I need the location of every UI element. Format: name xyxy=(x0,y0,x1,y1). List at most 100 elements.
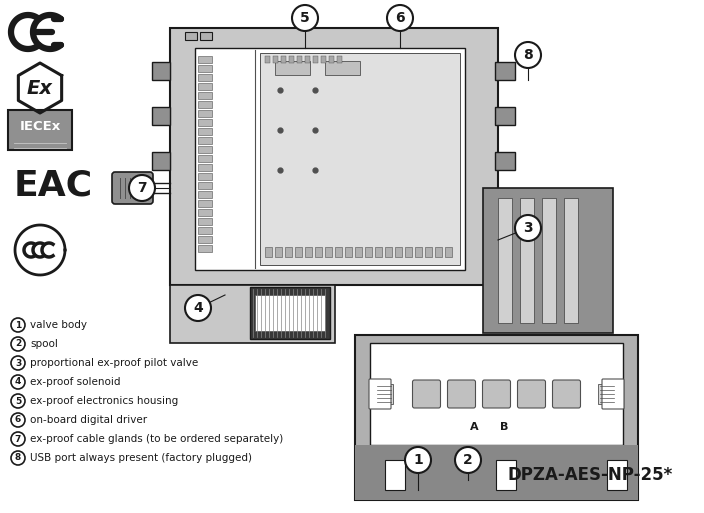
FancyBboxPatch shape xyxy=(345,247,352,257)
FancyBboxPatch shape xyxy=(255,295,325,331)
FancyBboxPatch shape xyxy=(325,61,360,75)
FancyBboxPatch shape xyxy=(152,107,170,125)
FancyBboxPatch shape xyxy=(185,32,197,40)
FancyBboxPatch shape xyxy=(198,128,212,135)
Circle shape xyxy=(11,413,25,427)
Circle shape xyxy=(11,394,25,408)
FancyBboxPatch shape xyxy=(598,384,616,404)
FancyBboxPatch shape xyxy=(435,247,442,257)
FancyBboxPatch shape xyxy=(200,32,212,40)
FancyBboxPatch shape xyxy=(198,245,212,252)
Circle shape xyxy=(185,295,211,321)
FancyBboxPatch shape xyxy=(198,56,212,63)
FancyBboxPatch shape xyxy=(425,247,432,257)
FancyBboxPatch shape xyxy=(198,182,212,189)
Text: 7: 7 xyxy=(15,435,21,444)
Text: 1: 1 xyxy=(15,321,21,329)
FancyBboxPatch shape xyxy=(313,56,318,63)
FancyBboxPatch shape xyxy=(265,56,270,63)
Circle shape xyxy=(129,175,155,201)
FancyBboxPatch shape xyxy=(198,236,212,243)
Circle shape xyxy=(405,447,431,473)
Circle shape xyxy=(387,5,413,31)
Text: 8: 8 xyxy=(15,453,21,463)
Circle shape xyxy=(11,375,25,389)
FancyBboxPatch shape xyxy=(355,335,638,500)
FancyBboxPatch shape xyxy=(496,460,516,490)
FancyBboxPatch shape xyxy=(260,53,460,265)
Text: Ex: Ex xyxy=(27,78,53,97)
Text: B: B xyxy=(501,422,509,432)
FancyBboxPatch shape xyxy=(385,460,405,490)
FancyBboxPatch shape xyxy=(483,188,613,333)
FancyBboxPatch shape xyxy=(250,287,330,339)
FancyBboxPatch shape xyxy=(198,191,212,198)
Text: ex-proof electronics housing: ex-proof electronics housing xyxy=(30,396,178,406)
FancyBboxPatch shape xyxy=(445,247,452,257)
FancyBboxPatch shape xyxy=(195,48,465,270)
Text: 7: 7 xyxy=(137,181,147,195)
FancyBboxPatch shape xyxy=(198,209,212,216)
FancyBboxPatch shape xyxy=(405,247,412,257)
FancyBboxPatch shape xyxy=(415,247,422,257)
Text: 4: 4 xyxy=(193,301,203,315)
FancyBboxPatch shape xyxy=(602,379,624,409)
FancyBboxPatch shape xyxy=(198,119,212,126)
FancyBboxPatch shape xyxy=(448,380,475,408)
Circle shape xyxy=(515,215,541,241)
FancyBboxPatch shape xyxy=(198,110,212,117)
FancyBboxPatch shape xyxy=(355,247,362,257)
FancyBboxPatch shape xyxy=(375,247,382,257)
FancyBboxPatch shape xyxy=(369,379,391,409)
FancyBboxPatch shape xyxy=(8,110,72,150)
FancyBboxPatch shape xyxy=(170,285,335,343)
FancyBboxPatch shape xyxy=(305,247,312,257)
Text: 1: 1 xyxy=(413,453,423,467)
FancyBboxPatch shape xyxy=(198,164,212,171)
Text: 5: 5 xyxy=(15,397,21,405)
FancyBboxPatch shape xyxy=(520,198,534,323)
FancyBboxPatch shape xyxy=(337,56,342,63)
FancyBboxPatch shape xyxy=(335,247,342,257)
Text: A: A xyxy=(470,422,479,432)
Text: USB port always present (factory plugged): USB port always present (factory plugged… xyxy=(30,453,252,463)
FancyBboxPatch shape xyxy=(198,92,212,99)
FancyBboxPatch shape xyxy=(281,56,286,63)
Text: ex-proof solenoid: ex-proof solenoid xyxy=(30,377,120,387)
FancyBboxPatch shape xyxy=(517,380,546,408)
Text: 2: 2 xyxy=(15,340,21,348)
Text: proportional ex-proof pilot valve: proportional ex-proof pilot valve xyxy=(30,358,199,368)
FancyBboxPatch shape xyxy=(395,247,402,257)
FancyBboxPatch shape xyxy=(275,247,282,257)
FancyBboxPatch shape xyxy=(553,380,581,408)
FancyBboxPatch shape xyxy=(495,152,515,170)
FancyBboxPatch shape xyxy=(305,56,310,63)
FancyBboxPatch shape xyxy=(325,247,332,257)
FancyBboxPatch shape xyxy=(198,155,212,162)
Circle shape xyxy=(11,451,25,465)
FancyBboxPatch shape xyxy=(315,247,322,257)
FancyBboxPatch shape xyxy=(198,227,212,234)
Text: 2: 2 xyxy=(463,453,473,467)
FancyBboxPatch shape xyxy=(365,247,372,257)
Text: ex-proof cable glands (to be ordered separately): ex-proof cable glands (to be ordered sep… xyxy=(30,434,283,444)
FancyBboxPatch shape xyxy=(112,172,153,204)
Circle shape xyxy=(455,447,481,473)
FancyBboxPatch shape xyxy=(370,343,623,445)
Text: 6: 6 xyxy=(15,416,21,424)
FancyBboxPatch shape xyxy=(289,56,294,63)
FancyBboxPatch shape xyxy=(198,173,212,180)
Text: DPZA-AES-NP-25*: DPZA-AES-NP-25* xyxy=(508,466,672,484)
Text: 8: 8 xyxy=(523,48,533,62)
FancyBboxPatch shape xyxy=(607,460,627,490)
FancyBboxPatch shape xyxy=(413,380,441,408)
FancyBboxPatch shape xyxy=(495,62,515,80)
Text: IECEx: IECEx xyxy=(20,121,61,133)
FancyBboxPatch shape xyxy=(385,247,392,257)
FancyBboxPatch shape xyxy=(198,146,212,153)
FancyBboxPatch shape xyxy=(482,380,510,408)
Text: ЕАС: ЕАС xyxy=(14,168,93,202)
FancyBboxPatch shape xyxy=(495,107,515,125)
FancyBboxPatch shape xyxy=(355,445,638,500)
FancyBboxPatch shape xyxy=(198,200,212,207)
